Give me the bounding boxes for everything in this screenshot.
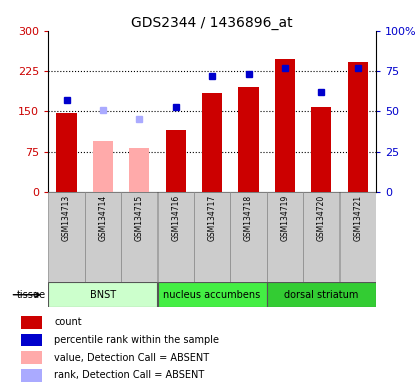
Text: GSM134716: GSM134716 <box>171 195 180 241</box>
Text: GSM134717: GSM134717 <box>207 195 217 241</box>
Bar <box>21 334 42 346</box>
Bar <box>239 87 259 192</box>
Text: nucleus accumbens: nucleus accumbens <box>163 290 261 300</box>
Bar <box>121 192 158 282</box>
Text: GSM134719: GSM134719 <box>281 195 289 241</box>
Bar <box>158 192 194 282</box>
Bar <box>93 141 113 192</box>
Bar <box>48 282 158 307</box>
Bar <box>57 113 76 192</box>
Text: GSM134714: GSM134714 <box>98 195 108 241</box>
Text: GSM134720: GSM134720 <box>317 195 326 241</box>
Bar <box>275 59 295 192</box>
Bar <box>194 192 230 282</box>
Bar <box>129 148 150 192</box>
Bar <box>158 282 267 307</box>
Text: BNST: BNST <box>90 290 116 300</box>
Bar <box>303 192 339 282</box>
Text: GSM134713: GSM134713 <box>62 195 71 241</box>
Text: tissue: tissue <box>17 290 46 300</box>
Text: percentile rank within the sample: percentile rank within the sample <box>54 335 219 345</box>
Bar <box>21 351 42 364</box>
Text: GSM134718: GSM134718 <box>244 195 253 241</box>
Text: GSM134715: GSM134715 <box>135 195 144 241</box>
Bar <box>85 192 121 282</box>
Bar <box>48 192 84 282</box>
Bar <box>231 192 267 282</box>
Bar <box>311 107 331 192</box>
Bar <box>21 316 42 329</box>
Bar <box>267 192 303 282</box>
Text: GSM134721: GSM134721 <box>353 195 362 241</box>
Bar <box>21 369 42 382</box>
Bar <box>348 62 368 192</box>
Text: rank, Detection Call = ABSENT: rank, Detection Call = ABSENT <box>54 371 205 381</box>
Bar <box>340 192 376 282</box>
Title: GDS2344 / 1436896_at: GDS2344 / 1436896_at <box>131 16 293 30</box>
Bar <box>165 130 186 192</box>
Text: count: count <box>54 317 82 327</box>
Text: value, Detection Call = ABSENT: value, Detection Call = ABSENT <box>54 353 209 363</box>
Bar <box>267 282 376 307</box>
Bar <box>202 93 222 192</box>
Text: dorsal striatum: dorsal striatum <box>284 290 359 300</box>
